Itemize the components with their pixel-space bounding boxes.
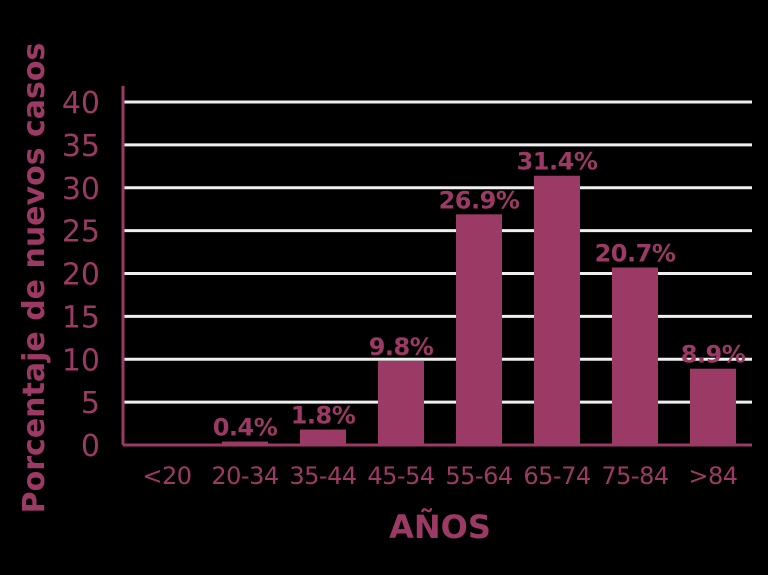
y-tick-labels: 0 5 10 15 20 25 30 35 40 — [62, 86, 100, 464]
y-tick-label: 20 — [62, 258, 100, 293]
x-tick-labels: <20 20-34 35-44 45-54 55-64 65-74 75-84 >84 — [142, 462, 738, 490]
y-tick-label: 15 — [62, 300, 100, 335]
data-label: 0.4% — [213, 414, 278, 442]
x-tick-label: 45-54 — [367, 462, 434, 490]
x-tick-label: 65-74 — [523, 462, 590, 490]
data-label: 1.8% — [291, 402, 356, 430]
data-label: 20.7% — [595, 239, 676, 267]
x-tick-label: >84 — [688, 462, 737, 490]
bars — [222, 175, 736, 445]
x-tick-label: 20-34 — [211, 462, 278, 490]
bar — [690, 368, 736, 445]
bar — [378, 360, 424, 445]
gridlines — [123, 100, 752, 404]
data-labels: 0.4% 1.8% 9.8% 26.9% 31.4% 20.7% 8.9% — [213, 148, 747, 442]
bar — [222, 441, 268, 445]
bar — [456, 214, 502, 445]
y-tick-label: 25 — [62, 215, 100, 250]
y-tick-label: 10 — [62, 343, 100, 378]
y-tick-label: 30 — [62, 172, 100, 207]
data-label: 9.8% — [369, 333, 434, 361]
axes — [121, 86, 752, 447]
y-tick-label: 5 — [81, 386, 100, 421]
bar — [612, 267, 658, 445]
x-axis-title: AÑOS — [389, 508, 491, 546]
data-label: 26.9% — [439, 186, 520, 214]
y-tick-label: 0 — [81, 429, 100, 464]
x-tick-label: 35-44 — [289, 462, 356, 490]
y-axis-title: Porcentaje de nuevos casos — [17, 43, 52, 514]
x-tick-label: <20 — [142, 462, 191, 490]
y-tick-label: 40 — [62, 86, 100, 121]
bar — [300, 429, 346, 445]
y-tick-label: 35 — [62, 129, 100, 164]
data-label: 8.9% — [681, 341, 746, 369]
bar — [534, 175, 580, 445]
data-label: 31.4% — [517, 148, 598, 176]
x-tick-label: 75-84 — [601, 462, 668, 490]
x-tick-label: 55-64 — [445, 462, 512, 490]
